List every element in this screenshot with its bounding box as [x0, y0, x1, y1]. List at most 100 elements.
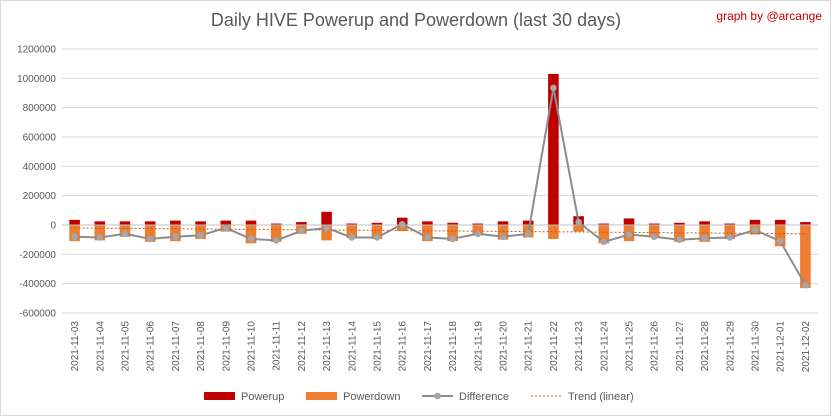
y-tick-label: 400000: [23, 162, 57, 173]
difference-layer: [71, 84, 809, 289]
x-tick-label: 2021-11-08: [196, 321, 207, 372]
x-tick-label: 2021-11-18: [448, 321, 459, 372]
powerdown-bar: [346, 225, 358, 239]
x-tick-label: 2021-11-19: [473, 321, 484, 372]
powerdown-bar: [170, 225, 181, 242]
powerup-bar: [548, 73, 559, 225]
x-tick-label: 2021-11-03: [70, 321, 81, 372]
powerdown-bar: [774, 225, 786, 247]
y-tick-label: 800000: [23, 103, 57, 114]
powerdown-bar: [598, 225, 610, 244]
powerdown-bar: [270, 225, 282, 242]
y-tick-label: 0: [50, 221, 56, 232]
powerdown-bar: [548, 225, 559, 239]
powerup-bar: [69, 219, 80, 225]
powerdown-bar: [573, 225, 584, 232]
powerup-bar: [170, 220, 181, 225]
y-tick-label: 200000: [23, 191, 57, 202]
x-tick-label: 2021-11-27: [675, 321, 686, 372]
powerup-bar: [270, 223, 282, 225]
difference-point: [802, 281, 809, 289]
powerdown-bar: [472, 225, 484, 236]
x-tick-label: 2021-11-15: [373, 321, 384, 372]
x-tick-label: 2021-11-06: [146, 321, 157, 372]
powerdown-bar: [245, 225, 257, 244]
difference-point: [575, 218, 582, 226]
difference-point: [398, 220, 406, 228]
powerup-bar: [422, 221, 433, 225]
difference-point: [348, 234, 356, 241]
powerup-bar: [195, 221, 206, 225]
powerdown-bar: [800, 225, 811, 289]
x-tick-label: 2021-11-10: [247, 321, 258, 372]
powerup-bar: [623, 218, 635, 225]
powerup-bar: [648, 223, 660, 225]
chart-title: Daily HIVE Powerup and Powerdown (last 3…: [210, 10, 622, 30]
trend-layer: [74, 227, 806, 235]
powerup-bar: [724, 223, 736, 225]
powerdown-bar: [724, 225, 736, 239]
x-axis-ticks: 2021-11-03 2021-11-04 2021-11-05 2021-11-06…: [70, 321, 812, 373]
powerdown-bar: [674, 225, 685, 242]
difference-point: [625, 231, 633, 238]
credit-label: graph by @arcange: [716, 9, 822, 23]
x-tick-label: 2021-11-24: [599, 321, 610, 372]
powerup-bar: [119, 221, 131, 225]
x-tick-label: 2021-11-20: [499, 321, 510, 372]
y-tick-label: 1200000: [17, 45, 56, 56]
powerdown-bar: [69, 225, 80, 242]
difference-point: [424, 234, 431, 241]
difference-line: [74, 87, 807, 286]
difference-point: [71, 233, 78, 241]
difference-point: [247, 235, 255, 243]
difference-point: [222, 224, 230, 232]
x-tick-label: 2021-11-17: [423, 321, 434, 372]
difference-point: [776, 237, 784, 245]
difference-point: [474, 230, 482, 238]
x-tick-label: 2021-12-01: [776, 321, 787, 373]
difference-point: [121, 230, 129, 238]
x-tick-label: 2021-11-23: [574, 321, 585, 372]
grid-layer: [62, 48, 818, 314]
powerup-bar: [321, 211, 332, 225]
difference-point: [751, 226, 759, 234]
x-tick-label: 2021-11-14: [347, 321, 358, 372]
powerup-bar: [220, 220, 232, 225]
legend-marker: [434, 392, 441, 400]
difference-point: [272, 237, 280, 244]
legend-label: Powerdown: [343, 391, 400, 403]
powerup-bar: [447, 222, 458, 225]
y-tick-label: -600000: [19, 309, 56, 320]
difference-point: [701, 234, 708, 242]
difference-point: [726, 234, 734, 241]
x-tick-label: 2021-11-25: [625, 321, 636, 372]
y-tick-label: -400000: [19, 279, 56, 290]
powerdown-bar: [699, 225, 710, 242]
x-tick-label: 2021-11-13: [322, 321, 333, 372]
x-tick-label: 2021-11-30: [751, 321, 762, 372]
x-tick-label: 2021-11-28: [700, 321, 711, 372]
trend-line: [74, 227, 806, 235]
legend-label: Powerup: [241, 391, 284, 403]
powerup-bar: [296, 222, 307, 225]
x-tick-label: 2021-12-02: [801, 321, 812, 373]
legend-swatch: [306, 392, 337, 400]
y-tick-label: -200000: [19, 250, 56, 261]
powerup-bar: [800, 222, 811, 225]
powerup-bar: [245, 220, 257, 225]
x-tick-label: 2021-11-09: [221, 321, 232, 372]
powerup-bar: [472, 223, 484, 225]
powerup-bar: [94, 221, 106, 225]
difference-point: [373, 234, 381, 241]
powerdown-bar: [422, 225, 433, 242]
powerup-bar: [674, 222, 685, 225]
x-tick-label: 2021-11-11: [272, 321, 283, 371]
powerdown-bar: [447, 225, 458, 242]
powerdown-bar: [396, 225, 408, 231]
difference-point: [550, 84, 557, 92]
powerup-bar: [598, 223, 610, 225]
legend-label: Trend (linear): [568, 391, 634, 403]
x-tick-label: 2021-11-04: [95, 321, 106, 372]
